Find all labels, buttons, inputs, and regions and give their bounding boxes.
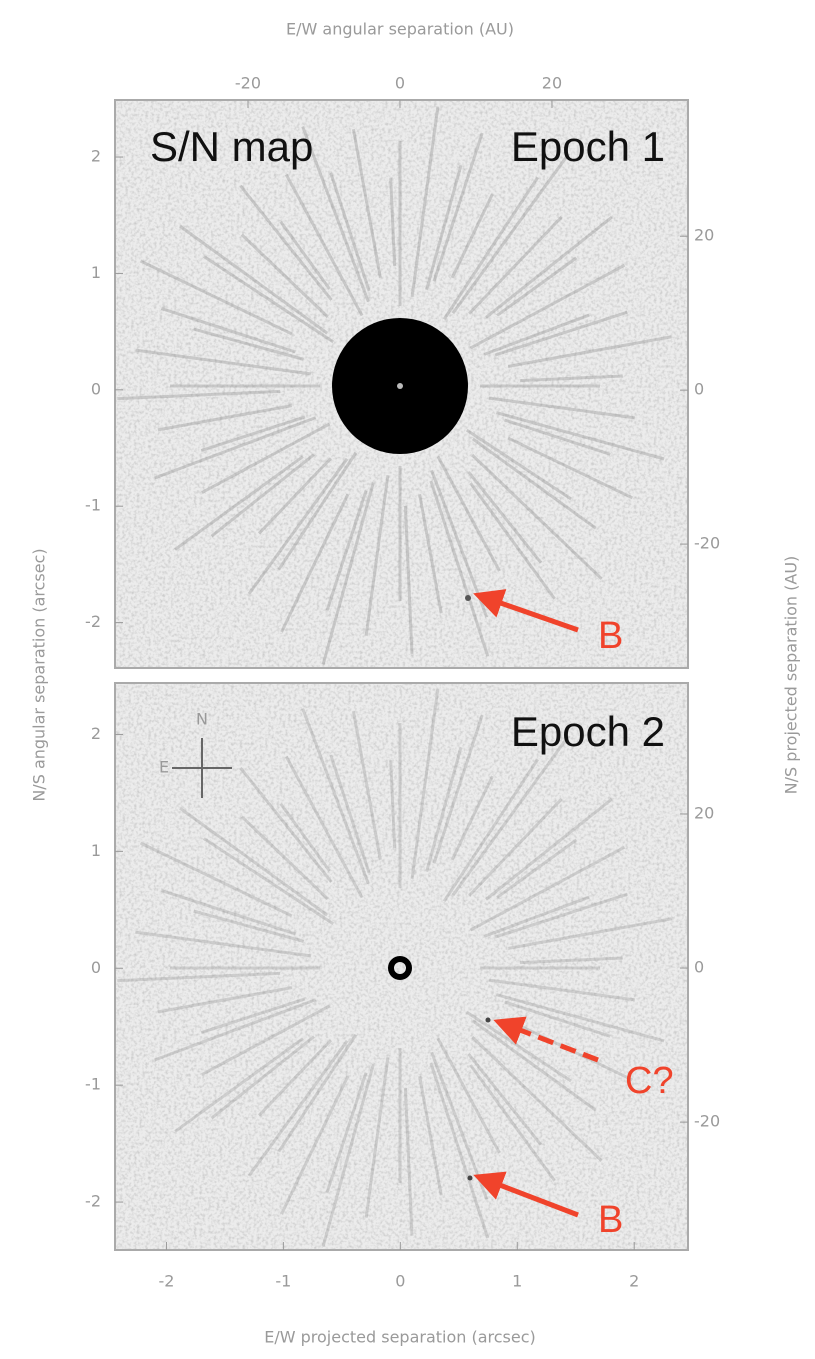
y-tick-label: 0 <box>91 379 101 398</box>
y2-tick-label: 20 <box>694 803 714 822</box>
y-tick-label: -1 <box>85 1075 101 1094</box>
x2-tick-label: -20 <box>235 74 261 93</box>
annotation: S/N map <box>150 123 313 170</box>
x2-tick-label: 20 <box>542 74 562 93</box>
x2-tick-label: 0 <box>395 74 405 93</box>
y-tick-label: -1 <box>85 496 101 515</box>
x-tick-label: 0 <box>395 1272 405 1291</box>
annotation: N <box>196 710 208 729</box>
y-tick-label: 1 <box>91 263 101 282</box>
y2-tick-label: 0 <box>694 380 704 399</box>
y-tick-label: -2 <box>85 1192 101 1211</box>
annotation: B <box>598 1199 623 1241</box>
y-tick-label: -2 <box>85 612 101 631</box>
x-tick-label: -2 <box>158 1272 174 1291</box>
panel-1-image <box>115 100 688 668</box>
y-tick-label: 2 <box>91 724 101 743</box>
annotation: B <box>598 615 623 657</box>
y-tick-label: 1 <box>91 841 101 860</box>
right-axis-title: N/S projected separation (AU) <box>782 556 801 795</box>
y2-tick-label: 0 <box>694 958 704 977</box>
annotation: Epoch 1 <box>511 123 665 170</box>
x-tick-label: 1 <box>512 1272 522 1291</box>
left-axis-title: N/S angular separation (arcsec) <box>30 548 49 801</box>
y2-tick-label: 20 <box>694 226 714 245</box>
annotation: C? <box>625 1060 674 1102</box>
y-tick-label: 2 <box>91 147 101 166</box>
y-tick-label: 0 <box>91 958 101 977</box>
x-tick-label: 2 <box>629 1272 639 1291</box>
annotation: E <box>159 758 169 777</box>
y2-tick-label: -20 <box>694 534 720 553</box>
x-tick-label: -1 <box>275 1272 291 1291</box>
top-axis-title: E/W angular separation (AU) <box>286 20 514 39</box>
annotation: Epoch 2 <box>511 708 665 755</box>
figure: E/W angular separation (AU) E/W projecte… <box>0 0 815 1359</box>
y2-tick-label: -20 <box>694 1112 720 1131</box>
panel-2-image <box>115 683 688 1250</box>
bottom-axis-title: E/W projected separation (arcsec) <box>264 1328 536 1347</box>
